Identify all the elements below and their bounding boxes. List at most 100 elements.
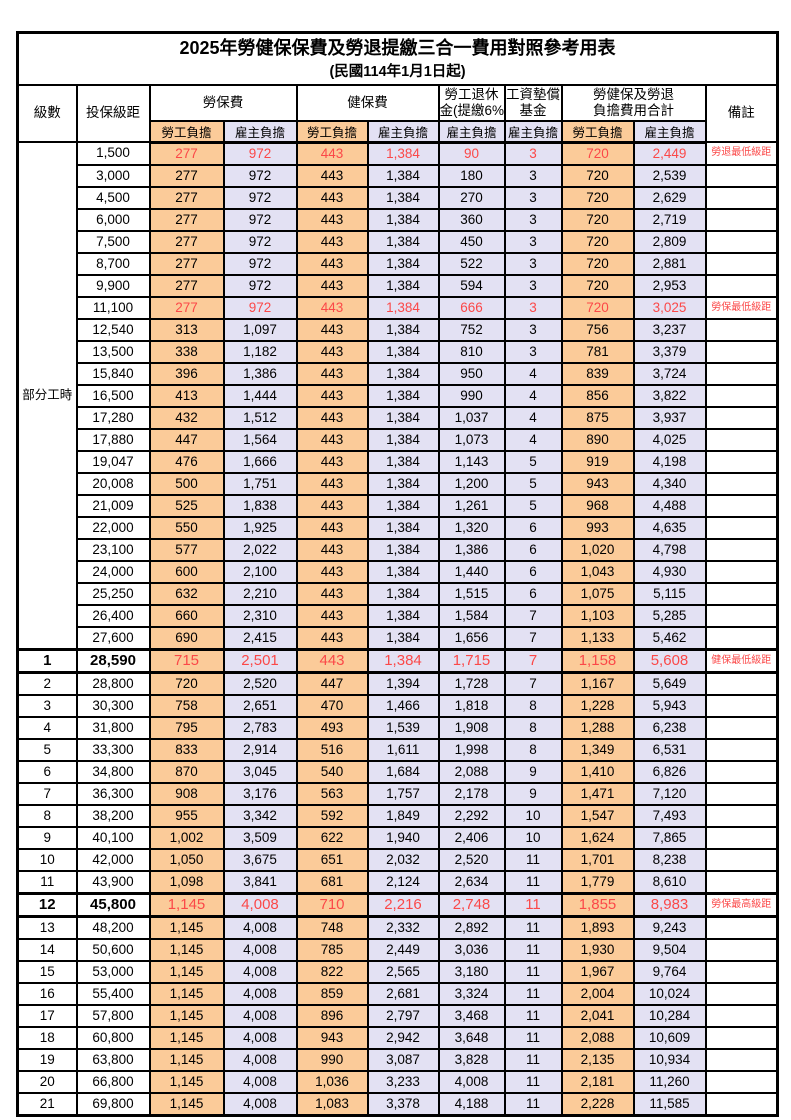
value-cell: 1,145: [148, 981, 225, 1006]
value-cell: 2,797: [366, 1003, 440, 1028]
value-cell: 4: [503, 383, 563, 408]
value-cell: 90: [437, 141, 506, 166]
value-cell: 1,384: [366, 383, 440, 408]
value-cell: 4,008: [222, 891, 298, 918]
note-cell: [704, 759, 779, 784]
value-cell: 972: [222, 229, 298, 254]
table-row: 7,500 277 972 443 1,384 450 3 720 2,809: [18, 229, 779, 254]
value-cell: 2,881: [632, 251, 707, 276]
value-cell: 9,243: [632, 915, 707, 940]
value-cell: 6: [503, 581, 563, 606]
value-cell: 10,024: [632, 981, 707, 1006]
value-cell: 443: [295, 141, 369, 166]
value-cell: 10: [503, 825, 563, 850]
value-cell: 1,143: [437, 449, 506, 474]
note-cell: [704, 493, 779, 518]
value-cell: 720: [560, 207, 635, 232]
value-cell: 11: [503, 1091, 563, 1116]
value-cell: 3,379: [632, 339, 707, 364]
value-cell: 450: [437, 229, 506, 254]
value-cell: 2,181: [560, 1069, 635, 1094]
value-cell: 2,783: [222, 715, 298, 740]
note-cell: [704, 715, 779, 740]
note-cell: [704, 693, 779, 718]
level-cell: 8: [16, 803, 78, 828]
bracket-cell: 50,600: [75, 937, 151, 962]
value-cell: 3: [503, 141, 563, 166]
level-cell: 16: [16, 981, 78, 1006]
bracket-cell: 4,500: [75, 185, 151, 210]
value-cell: 1,656: [437, 625, 506, 650]
value-cell: 752: [437, 317, 506, 342]
value-cell: 943: [560, 471, 635, 496]
value-cell: 4,008: [222, 937, 298, 962]
page-title: 2025年勞健保保費及勞退提繳三合一費用對照參考用表: [179, 37, 616, 58]
value-cell: 2,022: [222, 537, 298, 562]
note-cell: [704, 559, 779, 584]
value-cell: 720: [148, 671, 225, 696]
value-cell: 11: [503, 891, 563, 918]
level-cell: 13: [16, 915, 78, 940]
value-cell: 1,133: [560, 625, 635, 650]
value-cell: 1,037: [437, 405, 506, 430]
table-row: 19,047 476 1,666 443 1,384 1,143 5 919 4,198: [18, 449, 779, 474]
value-cell: 7: [503, 625, 563, 650]
table-row: 部分工時 1,500 277 972 443 1,384 90 3 720 2,449 勞退最低級距: [16, 141, 779, 650]
value-cell: 720: [560, 251, 635, 276]
note-cell: [704, 185, 779, 210]
value-cell: 277: [148, 295, 225, 320]
value-cell: 1,349: [560, 737, 635, 762]
value-cell: 875: [560, 405, 635, 430]
wage-fund-label-line1: 工資墊償: [506, 86, 560, 102]
value-cell: 4,488: [632, 493, 707, 518]
value-cell: 1,075: [560, 581, 635, 606]
value-cell: 443: [295, 207, 369, 232]
bracket-cell: 60,800: [75, 1025, 151, 1050]
value-cell: 1,384: [366, 207, 440, 232]
value-cell: 4,198: [632, 449, 707, 474]
value-cell: 943: [295, 1025, 369, 1050]
bracket-cell: 42,000: [75, 847, 151, 872]
table-row: 6,000 277 972 443 1,384 360 3 720 2,719: [18, 207, 779, 232]
table-row: 26,400 660 2,310 443 1,384 1,584 7 1,103 5,285: [18, 603, 779, 628]
value-cell: 1,394: [366, 671, 440, 696]
table-row: 10 42,000 1,050 3,675 651 2,032 2,520 11 1,701 8,…: [16, 847, 779, 872]
value-cell: 710: [295, 891, 369, 918]
bracket-cell: 17,280: [75, 405, 151, 430]
table-row: 3 30,300 758 2,651 470 1,466 1,818 8 1,228 5,943: [16, 693, 779, 718]
col-header-note: 備註: [704, 83, 779, 143]
bracket-cell: 16,500: [75, 383, 151, 408]
value-cell: 890: [560, 427, 635, 452]
value-cell: 3,180: [437, 959, 506, 984]
table-row: 20 66,800 1,145 4,008 1,036 3,233 4,008 11 2,181…: [16, 1069, 779, 1094]
value-cell: 1,384: [366, 625, 440, 650]
value-cell: 3,036: [437, 937, 506, 962]
value-cell: 4: [503, 427, 563, 452]
value-cell: 2,809: [632, 229, 707, 254]
value-cell: 9: [503, 781, 563, 806]
subheader-labor-employee: 勞工負擔: [148, 119, 225, 144]
value-cell: 1,261: [437, 493, 506, 518]
value-cell: 4,008: [222, 1069, 298, 1094]
value-cell: 1,410: [560, 759, 635, 784]
bracket-cell: 23,100: [75, 537, 151, 562]
table-row: 11 43,900 1,098 3,841 681 2,124 2,634 11 1,779 8,…: [16, 869, 779, 894]
table-row: 8,700 277 972 443 1,384 522 3 720 2,881: [18, 251, 779, 276]
value-cell: 1,547: [560, 803, 635, 828]
bracket-cell: 21,009: [75, 493, 151, 518]
value-cell: 1,757: [366, 781, 440, 806]
value-cell: 443: [295, 625, 369, 650]
value-cell: 1,098: [148, 869, 225, 894]
bracket-cell: 33,300: [75, 737, 151, 762]
col-header-total: 勞健保及勞退 負擔費用合計: [560, 83, 707, 122]
value-cell: 577: [148, 537, 225, 562]
value-cell: 2,681: [366, 981, 440, 1006]
level-cell: 7: [16, 781, 78, 806]
level-cell: 10: [16, 847, 78, 872]
value-cell: 1,145: [148, 915, 225, 940]
value-cell: 1,167: [560, 671, 635, 696]
value-cell: 1,440: [437, 559, 506, 584]
value-cell: 2,449: [366, 937, 440, 962]
value-cell: 6: [503, 559, 563, 584]
value-cell: 7,120: [632, 781, 707, 806]
